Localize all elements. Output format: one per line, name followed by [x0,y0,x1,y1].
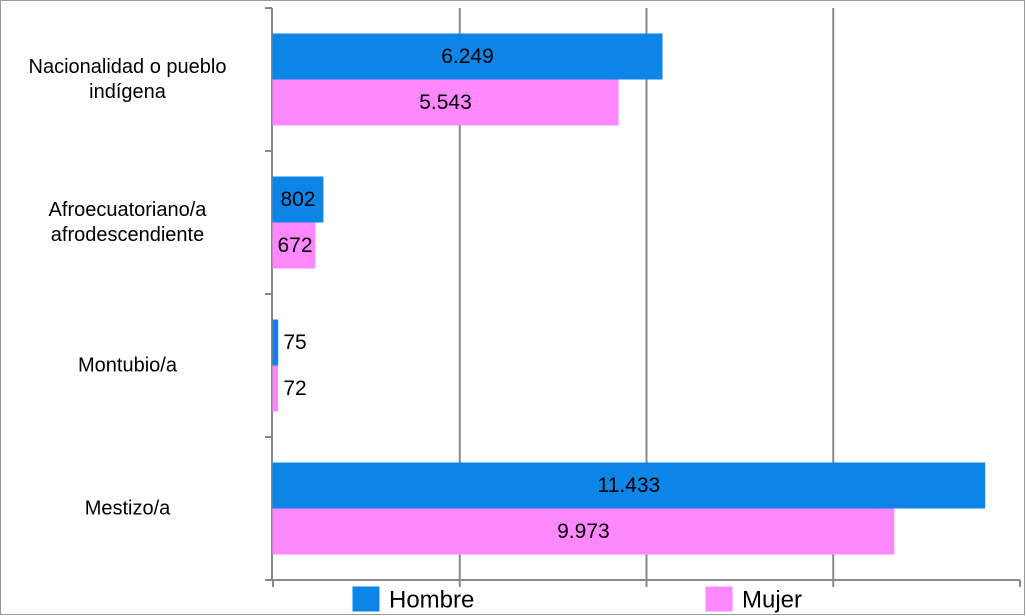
bar [272,33,663,80]
category-label: Afroecuatoriano/a afrodescendiente [48,198,207,246]
data-label: 72 [283,377,306,400]
data-label: 9.973 [557,520,610,543]
bar [272,319,279,366]
bar [272,176,324,223]
bar [272,365,278,412]
data-label: 5.543 [419,91,472,114]
legend-swatch [704,585,734,613]
data-label: 11.433 [598,474,661,497]
bar [272,462,986,509]
category-label: Montubio/a [78,354,177,376]
data-label: 802 [280,188,315,211]
legend-label: Hombre [389,586,474,613]
data-label: 672 [277,234,312,257]
category-label: Nacionalidad o pueblo indígena [28,55,227,103]
bar [272,508,895,555]
legend-label: Mujer [742,586,802,613]
category-label: Mestizo/a [84,497,171,519]
legend-swatch [351,585,381,613]
data-label: 6.249 [441,45,494,68]
data-label: 75 [283,331,306,354]
bar [272,222,316,269]
bar [272,79,619,126]
